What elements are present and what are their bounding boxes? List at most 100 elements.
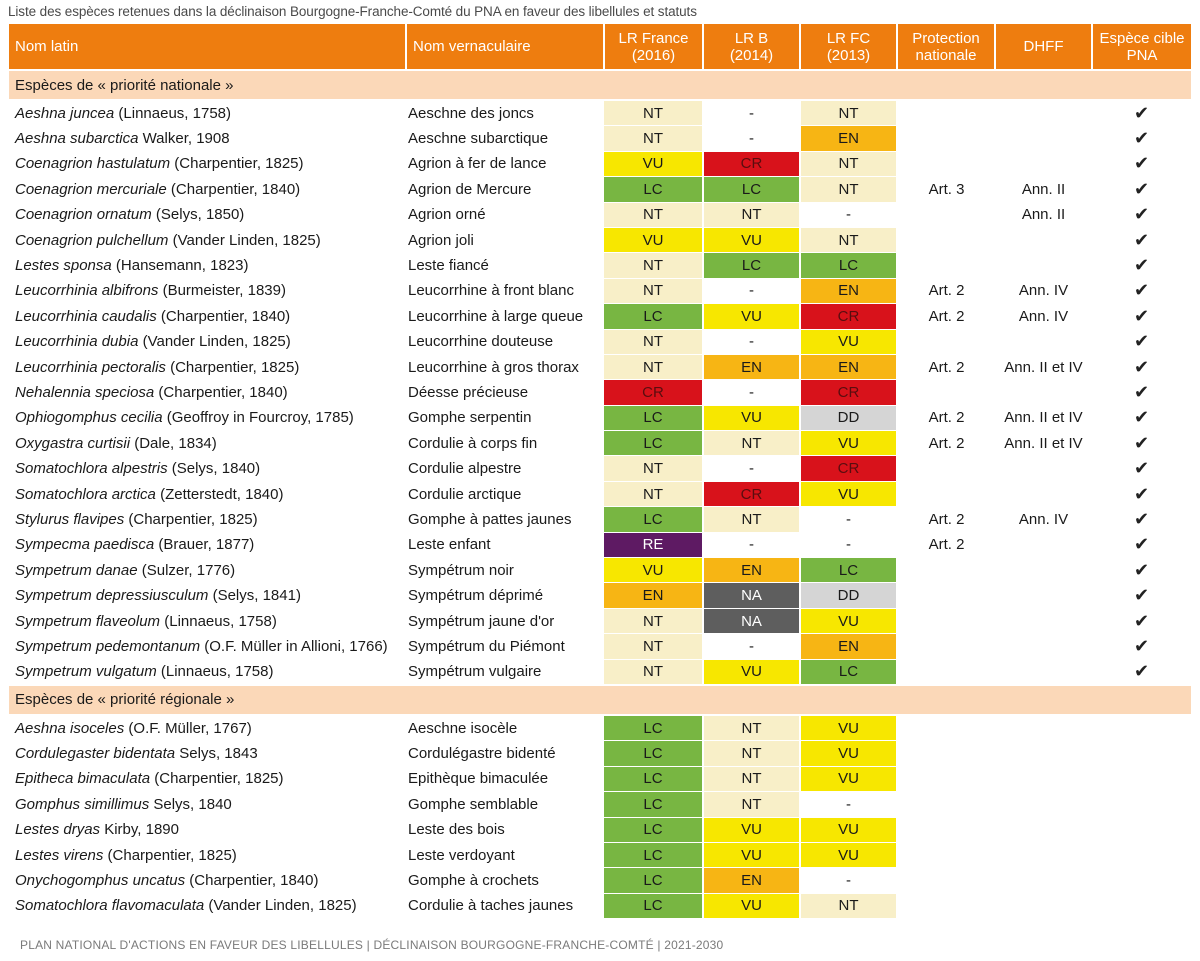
dhff-cell xyxy=(995,893,1092,920)
protection-nationale-cell xyxy=(897,842,995,869)
check-icon xyxy=(1092,791,1191,818)
lr-fc-status: EN xyxy=(800,125,898,152)
dhff-cell xyxy=(995,252,1092,279)
table-row: Leucorrhinia dubia (Vander Linden, 1825)… xyxy=(9,329,1191,355)
lr-b-status: NT xyxy=(703,766,801,793)
lr-france-status: LC xyxy=(604,405,704,432)
lr-fc-status: CR xyxy=(800,455,898,482)
lr-france-status: LC xyxy=(604,867,704,894)
latin-genus-species: Somatochlora alpestris xyxy=(15,460,168,478)
dhff-cell xyxy=(995,714,1092,742)
section-title: Espèces de « priorité régionale » xyxy=(9,683,1191,716)
dhff-cell xyxy=(995,766,1092,793)
lr-b-status: NA xyxy=(703,582,801,609)
vernacular-name-cell: Leucorrhine à front blanc xyxy=(406,278,604,305)
table-row: Somatochlora flavomaculata (Vander Linde… xyxy=(9,893,1191,920)
dhff-cell: Ann. IV xyxy=(995,278,1092,305)
latin-name-cell: Aeshna isoceles (O.F. Müller, 1767) xyxy=(9,714,406,742)
check-icon: ✔ xyxy=(1092,151,1191,178)
vernacular-name-cell: Leste des bois xyxy=(406,817,604,843)
header-espece-cible: Espèce cible PNA xyxy=(1092,24,1191,70)
header-protection-nationale: Protection nationale xyxy=(897,24,996,70)
latin-name-cell: Sympetrum flaveolum (Linnaeus, 1758) xyxy=(9,608,406,635)
protection-nationale-cell xyxy=(897,608,995,635)
table-row: Cordulegaster bidentata Selys, 1843 Cordu… xyxy=(9,740,1191,767)
protection-nationale-cell: Art. 3 xyxy=(897,176,995,203)
lr-france-status: LC xyxy=(604,303,704,330)
latin-genus-species: Cordulegaster bidentata xyxy=(15,745,176,763)
vernacular-name-cell: Cordulie alpestre xyxy=(406,455,604,482)
protection-nationale-cell xyxy=(897,125,995,152)
vernacular-name-cell: Sympétrum vulgaire xyxy=(406,659,604,686)
lr-b-status: CR xyxy=(703,481,801,508)
lr-france-status: LC xyxy=(604,176,704,203)
protection-nationale-cell xyxy=(897,633,995,660)
species-table: Nom latin Nom vernaculaire LR France (201… xyxy=(9,24,1191,920)
table-row: Lestes virens (Charpentier, 1825) Leste v… xyxy=(9,842,1191,869)
table-row: Stylurus flavipes (Charpentier, 1825) Gom… xyxy=(9,506,1191,533)
lr-b-status: - xyxy=(703,532,801,559)
latin-genus-species: Stylurus flavipes xyxy=(15,510,125,528)
lr-france-status: NT xyxy=(604,354,704,381)
table-row: Ophiogomphus cecilia (Geoffroy in Fourcr… xyxy=(9,405,1191,432)
dhff-cell xyxy=(995,842,1092,869)
latin-author: (O.F. Müller, 1767) xyxy=(124,719,252,737)
lr-france-status: NT xyxy=(604,125,704,152)
table-row: Sympetrum depressiusculum (Selys, 1841) S… xyxy=(9,582,1191,609)
latin-author: (Selys, 1850) xyxy=(151,206,245,224)
protection-nationale-cell: Art. 2 xyxy=(897,354,995,381)
table-row: Sympetrum flaveolum (Linnaeus, 1758) Symp… xyxy=(9,608,1191,635)
latin-genus-species: Somatochlora arctica xyxy=(15,485,156,503)
latin-name-cell: Leucorrhinia dubia (Vander Linden, 1825) xyxy=(9,329,406,355)
lr-b-status: LC xyxy=(703,252,801,279)
latin-author: (Selys, 1840) xyxy=(167,460,261,478)
latin-name-cell: Nehalennia speciosa (Charpentier, 1840) xyxy=(9,379,406,406)
lr-b-status: - xyxy=(703,329,801,355)
table-row: Somatochlora arctica (Zetterstedt, 1840)… xyxy=(9,481,1191,508)
lr-b-status: VU xyxy=(703,405,801,432)
lr-b-status: - xyxy=(703,125,801,152)
lr-fc-status: EN xyxy=(800,633,898,660)
latin-author: (Hansemann, 1823) xyxy=(111,257,249,275)
lr-b-status: NT xyxy=(703,714,801,742)
lr-fc-status: VU xyxy=(800,817,898,843)
page-footer: PLAN NATIONAL D'ACTIONS EN FAVEUR DES LI… xyxy=(20,938,724,952)
lr-france-status: NT xyxy=(604,659,704,686)
latin-genus-species: Lestes virens xyxy=(15,846,104,864)
dhff-cell xyxy=(995,481,1092,508)
lr-france-status: LC xyxy=(604,817,704,843)
lr-france-status: NT xyxy=(604,202,704,228)
latin-genus-species: Somatochlora flavomaculata xyxy=(15,897,205,915)
lr-france-status: VU xyxy=(604,557,704,584)
lr-b-status: - xyxy=(703,100,801,127)
section-header-row: Espèces de « priorité régionale » xyxy=(9,683,1191,716)
table-row: Leucorrhinia albifrons (Burmeister, 1839… xyxy=(9,278,1191,305)
protection-nationale-cell: Art. 2 xyxy=(897,405,995,432)
lr-fc-status: NT xyxy=(800,227,898,254)
check-icon: ✔ xyxy=(1092,125,1191,152)
dhff-cell: Ann. II xyxy=(995,176,1092,203)
vernacular-name-cell: Agrion joli xyxy=(406,227,604,254)
lr-france-status: LC xyxy=(604,506,704,533)
lr-fc-status: EN xyxy=(800,354,898,381)
check-icon xyxy=(1092,867,1191,894)
latin-name-cell: Ophiogomphus cecilia (Geoffroy in Fourcr… xyxy=(9,405,406,432)
latin-author: (Charpentier, 1825) xyxy=(103,846,237,864)
table-row: Lestes dryas Kirby, 1890 Leste des bois LC… xyxy=(9,817,1191,843)
lr-france-status: LC xyxy=(604,766,704,793)
lr-france-status: NT xyxy=(604,100,704,127)
latin-author: (Charpentier, 1825) xyxy=(170,155,304,173)
lr-fc-status: NT xyxy=(800,176,898,203)
latin-genus-species: Sympetrum vulgatum xyxy=(15,663,157,681)
header-dhff: DHFF xyxy=(995,24,1093,70)
latin-name-cell: Lestes dryas Kirby, 1890 xyxy=(9,817,406,843)
latin-author: (Linnaeus, 1758) xyxy=(156,663,274,681)
latin-name-cell: Somatochlora flavomaculata (Vander Linde… xyxy=(9,893,406,920)
lr-b-status: EN xyxy=(703,557,801,584)
lr-fc-status: - xyxy=(800,506,898,533)
vernacular-name-cell: Agrion de Mercure xyxy=(406,176,604,203)
latin-genus-species: Coenagrion ornatum xyxy=(15,206,152,224)
protection-nationale-cell: Art. 2 xyxy=(897,303,995,330)
latin-author: (Vander Linden, 1825) xyxy=(168,231,321,249)
protection-nationale-cell xyxy=(897,867,995,894)
